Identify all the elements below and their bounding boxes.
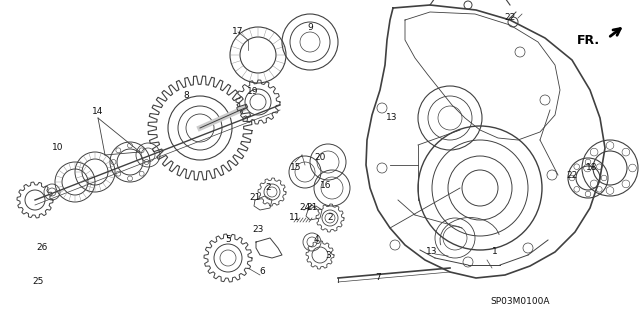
Text: SP03M0100A: SP03M0100A xyxy=(490,298,550,307)
Text: 5: 5 xyxy=(225,235,231,244)
Text: 10: 10 xyxy=(52,144,64,152)
Text: 4: 4 xyxy=(313,235,319,244)
Text: 8: 8 xyxy=(183,91,189,100)
Text: 21: 21 xyxy=(307,204,317,212)
Text: 26: 26 xyxy=(36,243,48,253)
Text: 15: 15 xyxy=(291,164,301,173)
Text: 18: 18 xyxy=(586,164,598,173)
Text: FR.: FR. xyxy=(577,33,600,47)
Text: 7: 7 xyxy=(375,273,381,283)
Text: 13: 13 xyxy=(387,114,397,122)
Text: 20: 20 xyxy=(314,153,326,162)
Text: 9: 9 xyxy=(307,24,313,33)
Text: 1: 1 xyxy=(492,248,498,256)
Text: 22: 22 xyxy=(566,170,578,180)
Text: 2: 2 xyxy=(265,183,271,192)
Text: 3: 3 xyxy=(325,251,331,261)
Text: 19: 19 xyxy=(247,87,259,97)
Text: 17: 17 xyxy=(232,27,244,36)
Text: 25: 25 xyxy=(32,278,44,286)
Text: 6: 6 xyxy=(259,266,265,276)
Text: 2: 2 xyxy=(327,213,333,222)
Text: 23: 23 xyxy=(252,226,264,234)
Text: 22: 22 xyxy=(504,13,516,23)
Text: 24: 24 xyxy=(300,204,310,212)
Text: 14: 14 xyxy=(92,108,104,116)
Text: 13: 13 xyxy=(426,248,438,256)
Text: 11: 11 xyxy=(289,213,301,222)
Text: 21: 21 xyxy=(250,194,260,203)
Text: 16: 16 xyxy=(320,181,332,189)
